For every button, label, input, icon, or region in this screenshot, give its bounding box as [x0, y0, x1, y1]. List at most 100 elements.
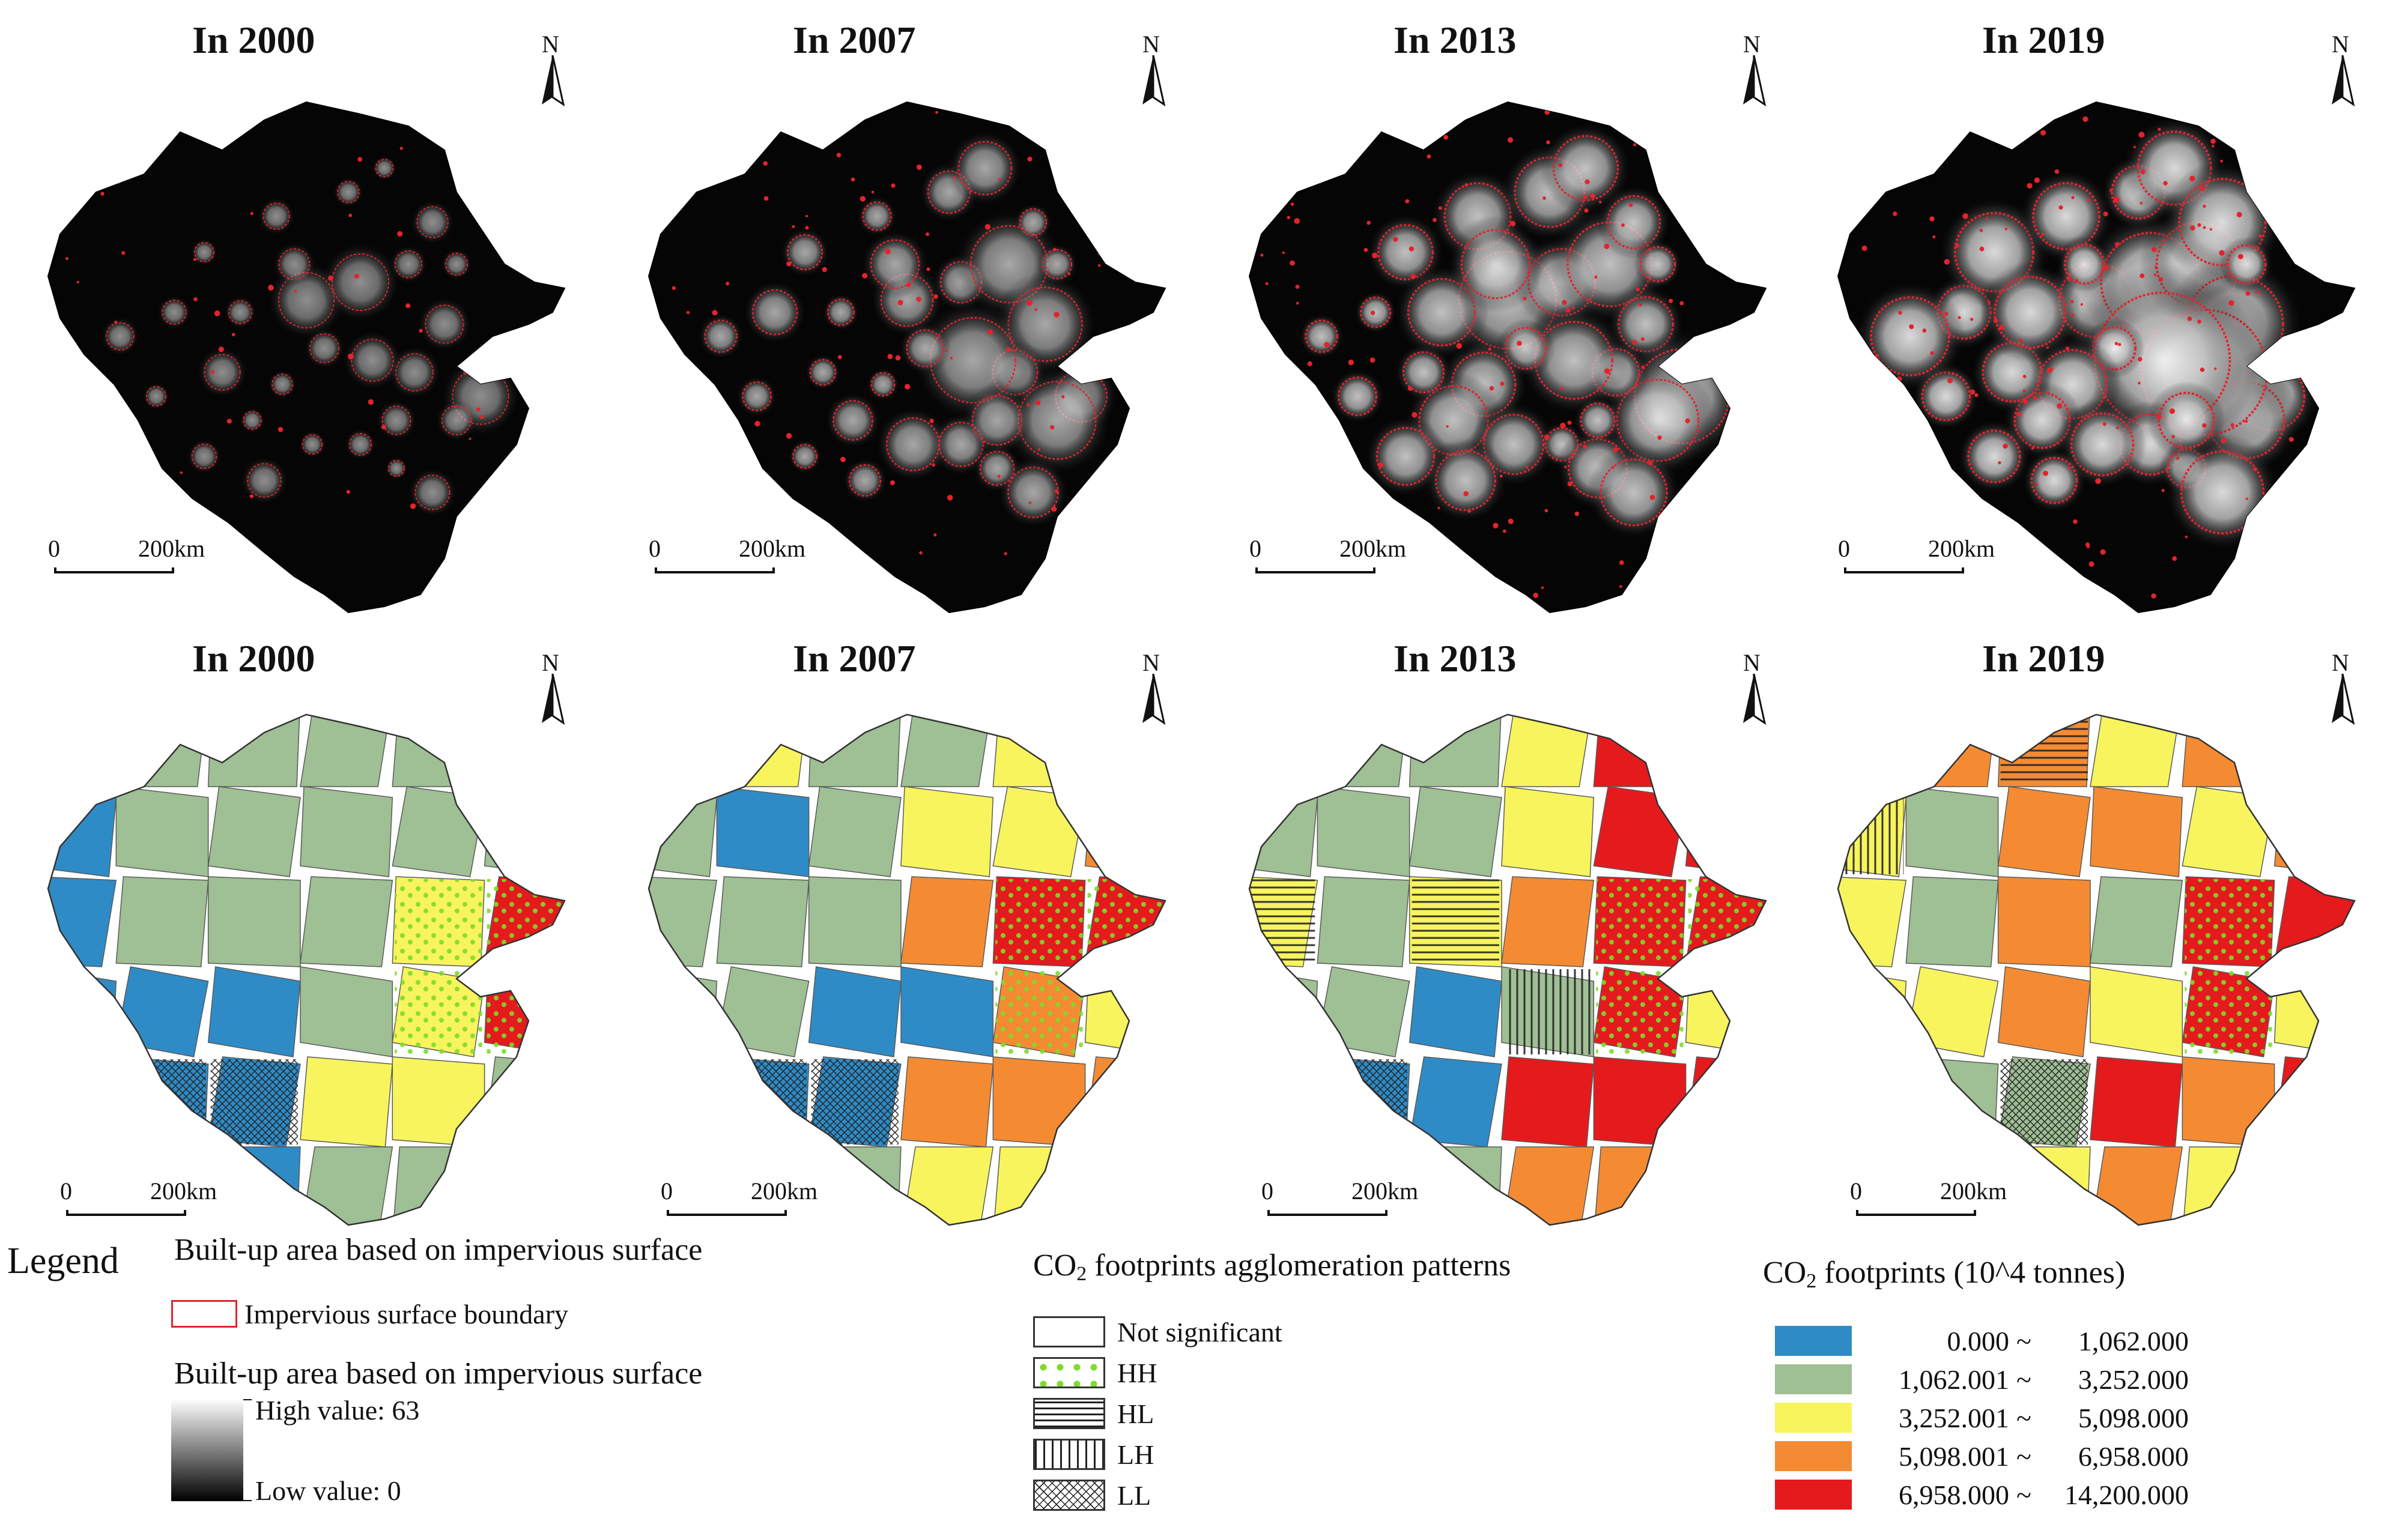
prefecture-region [808, 715, 902, 787]
impervious-patch [2245, 162, 2249, 166]
impervious-patch [2210, 138, 2216, 144]
impervious-patch [1279, 528, 1285, 534]
impervious-patch [2302, 362, 2308, 368]
impervious-patch [287, 591, 291, 595]
impervious-patch [117, 593, 120, 596]
impervious-patch [1287, 216, 1291, 220]
prefecture-region [900, 876, 994, 967]
impervious-boundary [880, 273, 934, 327]
impervious-patch [1732, 583, 1738, 590]
impervious-patch [1443, 135, 1449, 140]
agglomeration-overlay [395, 969, 482, 1054]
impervious-boundary [786, 234, 823, 271]
scale-zero-label: 0 [1850, 1178, 1862, 1205]
impervious-patch [2088, 561, 2094, 567]
impervious-patch [1585, 179, 1590, 184]
impervious-boundary [1017, 381, 1097, 460]
prefecture-region [1905, 786, 1999, 877]
impervious-patch [1510, 220, 1516, 226]
impervious-patch [1697, 587, 1703, 592]
prefecture-region [1685, 1146, 1766, 1225]
scale-bar: 0 200km [1838, 534, 1995, 576]
impervious-patch [1583, 195, 1588, 199]
prefecture-region [2273, 1056, 2355, 1148]
panel-title-top-4: In 2019 [1982, 19, 2105, 61]
impervious-patch [1282, 526, 1287, 530]
impervious-patch [2172, 556, 2177, 561]
prefecture-region [808, 876, 902, 967]
ramp-tick-low [243, 1500, 252, 1501]
impervious-map-canvas [47, 101, 566, 614]
impervious-patch [1098, 264, 1101, 267]
impervious-patch [193, 258, 196, 261]
impervious-patch [368, 399, 374, 405]
impervious-patch [2058, 205, 2063, 210]
impervious-patch [2200, 186, 2205, 191]
impervious-patch [2314, 524, 2320, 530]
agglomeration-overlay [2185, 969, 2272, 1054]
impervious-patch [1741, 216, 1745, 220]
impervious-patch [294, 289, 297, 292]
prefecture-region [1685, 1056, 1766, 1148]
impervious-patch [476, 407, 481, 412]
impervious-boundary [1580, 402, 1616, 438]
impervious-boundary [792, 444, 817, 469]
impervious-patch [250, 211, 253, 216]
impervious-patch [1054, 489, 1059, 494]
impervious-boundary [1967, 429, 2021, 483]
prefecture-region [1249, 715, 1318, 787]
prefecture-region [2182, 1146, 2275, 1225]
impervious-boundary [832, 400, 873, 441]
impervious-map-canvas [647, 101, 1166, 614]
impervious-patch [1096, 158, 1100, 162]
impervious-patch [932, 463, 935, 467]
impervious-patch [2095, 478, 2102, 485]
prefecture-region [716, 966, 810, 1057]
impervious-patch [2016, 130, 2020, 134]
impervious-patch [2327, 512, 2333, 518]
class-lower-bound: 3,252.001 [1899, 1402, 2009, 1433]
prefecture-region [115, 715, 209, 787]
impervious-patch [210, 370, 215, 374]
impervious-patch [2275, 197, 2278, 200]
impervious-patch [2255, 291, 2258, 294]
impervious-patch [397, 231, 403, 237]
impervious-patch [541, 377, 545, 381]
impervious-boundary [870, 372, 896, 397]
prefecture-region [1317, 786, 1410, 877]
impervious-patch [268, 285, 274, 291]
impervious-patch [2258, 234, 2262, 238]
co2-map-canvas [1248, 713, 1767, 1226]
impervious-patch [2035, 483, 2038, 486]
impervious-map-3 [1225, 84, 1778, 624]
impervious-patch [2071, 313, 2075, 317]
class-swatch [1775, 1441, 1852, 1471]
prefecture-region [300, 876, 393, 967]
impervious-boundary [848, 464, 882, 497]
boundary-legend-row: Impervious surface boundary [171, 1297, 568, 1331]
prefecture-region [1084, 786, 1165, 877]
impervious-patch [2042, 553, 2048, 559]
prefecture-region [1838, 715, 1907, 787]
prefecture-region [1593, 786, 1687, 877]
impervious-patch [2033, 396, 2037, 400]
impervious-patch [1050, 425, 1055, 430]
impervious-patch [1312, 169, 1317, 174]
prefecture-region [1501, 876, 1595, 967]
impervious-boundary [1042, 249, 1073, 280]
impervious-patch [2047, 367, 2052, 373]
impervious-patch [1533, 592, 1539, 598]
impervious-patch [2034, 177, 2040, 183]
pattern-legend-row: HH [1033, 1356, 1157, 1390]
impervious-patch [461, 194, 467, 199]
prefecture-region [1838, 1056, 1907, 1148]
impervious-patch [1307, 361, 1312, 366]
co2-map-2 [625, 697, 1177, 1237]
impervious-patch [2214, 367, 2217, 370]
impervious-boundary [271, 373, 293, 395]
scale-line [667, 1210, 787, 1216]
scale-line [1267, 1210, 1387, 1216]
impervious-patch [1723, 354, 1729, 360]
class-legend-row: 3,252.001 ~5,098.000 [1775, 1401, 2189, 1435]
impervious-patch [405, 303, 411, 309]
